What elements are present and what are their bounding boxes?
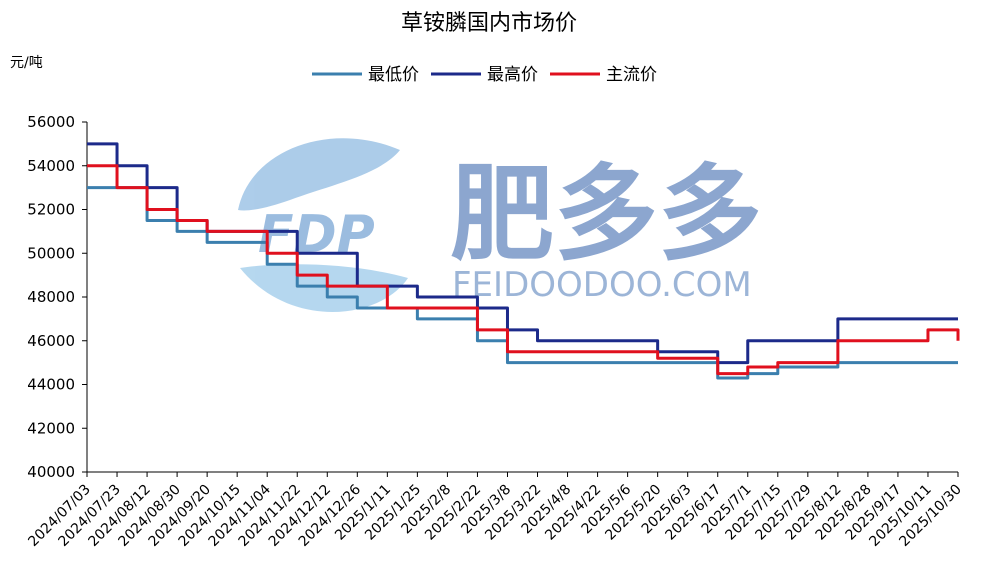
fdp-logo-icon: FDP xyxy=(238,138,408,312)
series-line-3 xyxy=(87,164,960,376)
y-tick-label: 52000 xyxy=(27,201,75,219)
legend-label: 主流价 xyxy=(606,65,657,85)
y-tick-label: 44000 xyxy=(27,376,75,394)
legend: 最低价 最高价 主流价 xyxy=(312,65,657,85)
series-group xyxy=(87,142,960,380)
axes xyxy=(86,122,958,473)
y-tick-label: 42000 xyxy=(27,419,75,437)
x-axis: 2024/07/032024/07/232024/08/122024/08/30… xyxy=(25,472,965,550)
y-tick-label: 40000 xyxy=(27,463,75,481)
y-tick-label: 54000 xyxy=(27,157,75,175)
watermark: FDP 肥多多 FEIDOODOO.COM xyxy=(238,138,762,312)
y-tick-label: 48000 xyxy=(27,288,75,306)
watermark-brand-cn: 肥多多 xyxy=(450,153,762,275)
y-tick-label: 56000 xyxy=(27,113,75,131)
chart-title: 草铵膦国内市场价 xyxy=(401,11,577,36)
y-tick-label: 46000 xyxy=(27,332,75,350)
watermark-brand-en: FEIDOODOO.COM xyxy=(452,265,752,305)
y-tick-label: 50000 xyxy=(27,244,75,262)
watermark-logo-text: FDP xyxy=(258,205,375,265)
legend-label: 最高价 xyxy=(487,65,538,85)
y-axis: 40000 42000 44000 46000 48000 50000 52000 54000… xyxy=(27,113,87,481)
legend-label: 最低价 xyxy=(368,65,419,85)
y-axis-unit: 元/吨 xyxy=(10,55,43,71)
